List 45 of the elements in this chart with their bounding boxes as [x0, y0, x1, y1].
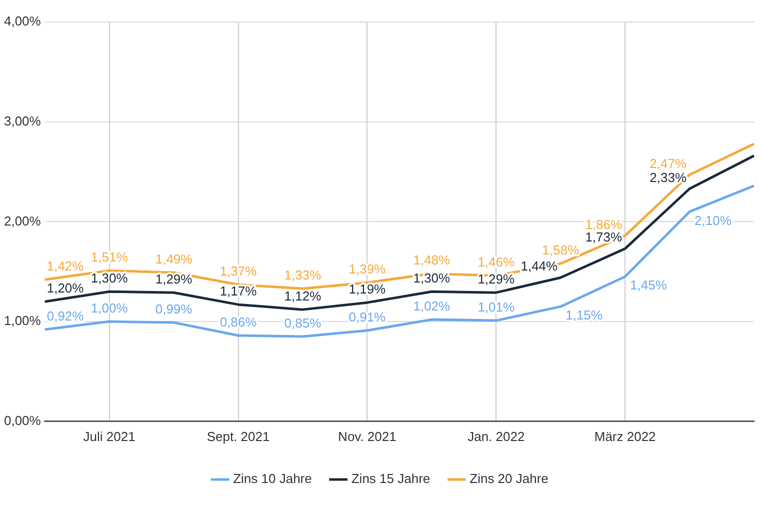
data-label: 1,48% — [413, 252, 451, 268]
data-label: 1,33% — [284, 268, 322, 283]
data-label: 0,86% — [220, 314, 258, 330]
data-label: 0,99% — [155, 302, 193, 317]
x-tick-label: März 2022 — [594, 428, 656, 444]
x-tick-label: Sept. 2021 — [206, 428, 270, 444]
data-label: 0,85% — [284, 316, 322, 331]
x-tick-label: Jan. 2022 — [468, 428, 525, 444]
legend-label: Zins 15 Jahre — [351, 471, 430, 486]
data-label: 1,02% — [413, 298, 451, 314]
data-label: 1,00% — [90, 300, 128, 316]
data-label: 1,39% — [348, 262, 386, 277]
data-label: 1,51% — [90, 250, 128, 265]
data-label: 1,45% — [630, 278, 668, 293]
x-tick-label: Nov. 2021 — [338, 428, 396, 444]
data-label: 1,29% — [155, 272, 193, 287]
data-label: 1,17% — [220, 284, 258, 299]
data-label: 1,58% — [542, 242, 580, 258]
data-label: 2,47% — [650, 156, 687, 171]
data-label: 1,30% — [413, 270, 451, 286]
data-label: 1,37% — [220, 264, 258, 279]
x-tick-label: Juli 2021 — [83, 428, 136, 444]
data-label: 1,73% — [585, 230, 622, 245]
data-label: 1,15% — [566, 308, 603, 323]
legend-label: Zins 10 Jahre — [233, 471, 312, 486]
y-tick-label: 2,00% — [4, 213, 42, 228]
data-label: 2,33% — [650, 170, 687, 185]
y-tick-label: 1,00% — [4, 313, 42, 328]
data-label: 1,01% — [478, 300, 515, 315]
data-label: 1,46% — [478, 254, 515, 270]
data-label: 2,10% — [694, 212, 732, 228]
data-label: 1,42% — [46, 258, 84, 274]
data-label: 1,20% — [46, 280, 84, 296]
data-label: 1,12% — [284, 288, 322, 304]
data-label: 0,91% — [348, 310, 386, 325]
y-tick-label: 4,00% — [4, 14, 42, 29]
data-label: 1,29% — [478, 272, 515, 287]
data-label: 1,49% — [155, 252, 193, 267]
y-tick-label: 0,00% — [4, 412, 42, 428]
data-label: 1,86% — [585, 216, 622, 232]
data-label: 0,92% — [46, 308, 84, 324]
data-label: 1,30% — [90, 270, 128, 286]
y-tick-label: 3,00% — [4, 113, 42, 128]
data-label: 1,19% — [348, 282, 386, 297]
legend-label: Zins 20 Jahre — [470, 471, 548, 486]
